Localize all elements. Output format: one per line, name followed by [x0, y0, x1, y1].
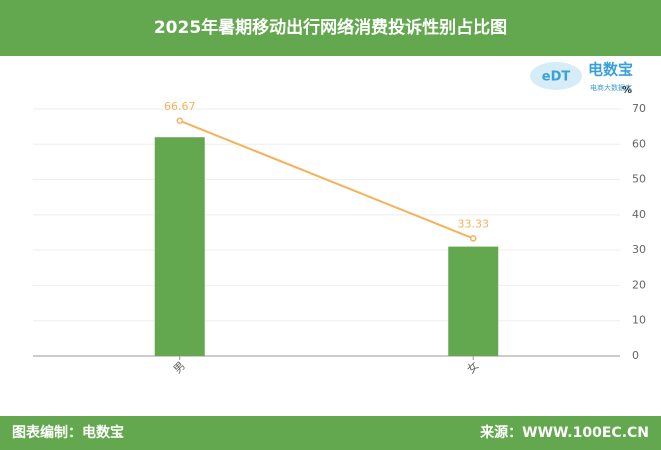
- line-point: [176, 117, 183, 125]
- header: 2025年暑期移动出行网络消费投诉性别占比图: [0, 0, 661, 56]
- logo-mark: eDT: [542, 70, 571, 85]
- logo-cloud: [530, 62, 582, 90]
- footer-right: 来源：WWW.100EC.CN: [480, 425, 649, 441]
- y-tick-label: 40: [632, 208, 646, 221]
- bar: [154, 137, 205, 356]
- y-tick-label: 20: [632, 278, 646, 291]
- y-tick-label: 30: [632, 243, 646, 256]
- line: [179, 119, 474, 240]
- y-tick-label: 10: [632, 314, 646, 327]
- logo-tagline: 电商大数据库: [590, 83, 632, 92]
- title: 2025年暑期移动出行网络消费投诉性别占比图: [153, 18, 508, 38]
- x-tick-label: 女: [464, 358, 482, 376]
- line-point: [470, 235, 477, 242]
- bar: [448, 246, 499, 356]
- y-tick-label: 70: [632, 102, 646, 115]
- y-tick-label: 0: [632, 349, 639, 362]
- data-label: 33.33: [458, 217, 490, 230]
- footer-left: 图表编制：电数宝: [12, 425, 124, 441]
- y-tick-label: 50: [632, 173, 646, 186]
- y-unit: %: [622, 85, 632, 96]
- y-tick-label: 60: [632, 137, 646, 150]
- chart: eDT 电数宝 电商大数据库 % 0 10 20 30 40 50 60 70 男 女 66.67 3…: [33, 61, 646, 376]
- logo: eDT 电数宝 电商大数据库: [530, 61, 633, 92]
- footer: 图表编制：电数宝 来源：WWW.100EC.CN: [0, 416, 661, 450]
- logo-name: 电数宝: [588, 61, 633, 79]
- x-tick-label: 男: [171, 359, 188, 376]
- data-label: 66.67: [164, 100, 196, 113]
